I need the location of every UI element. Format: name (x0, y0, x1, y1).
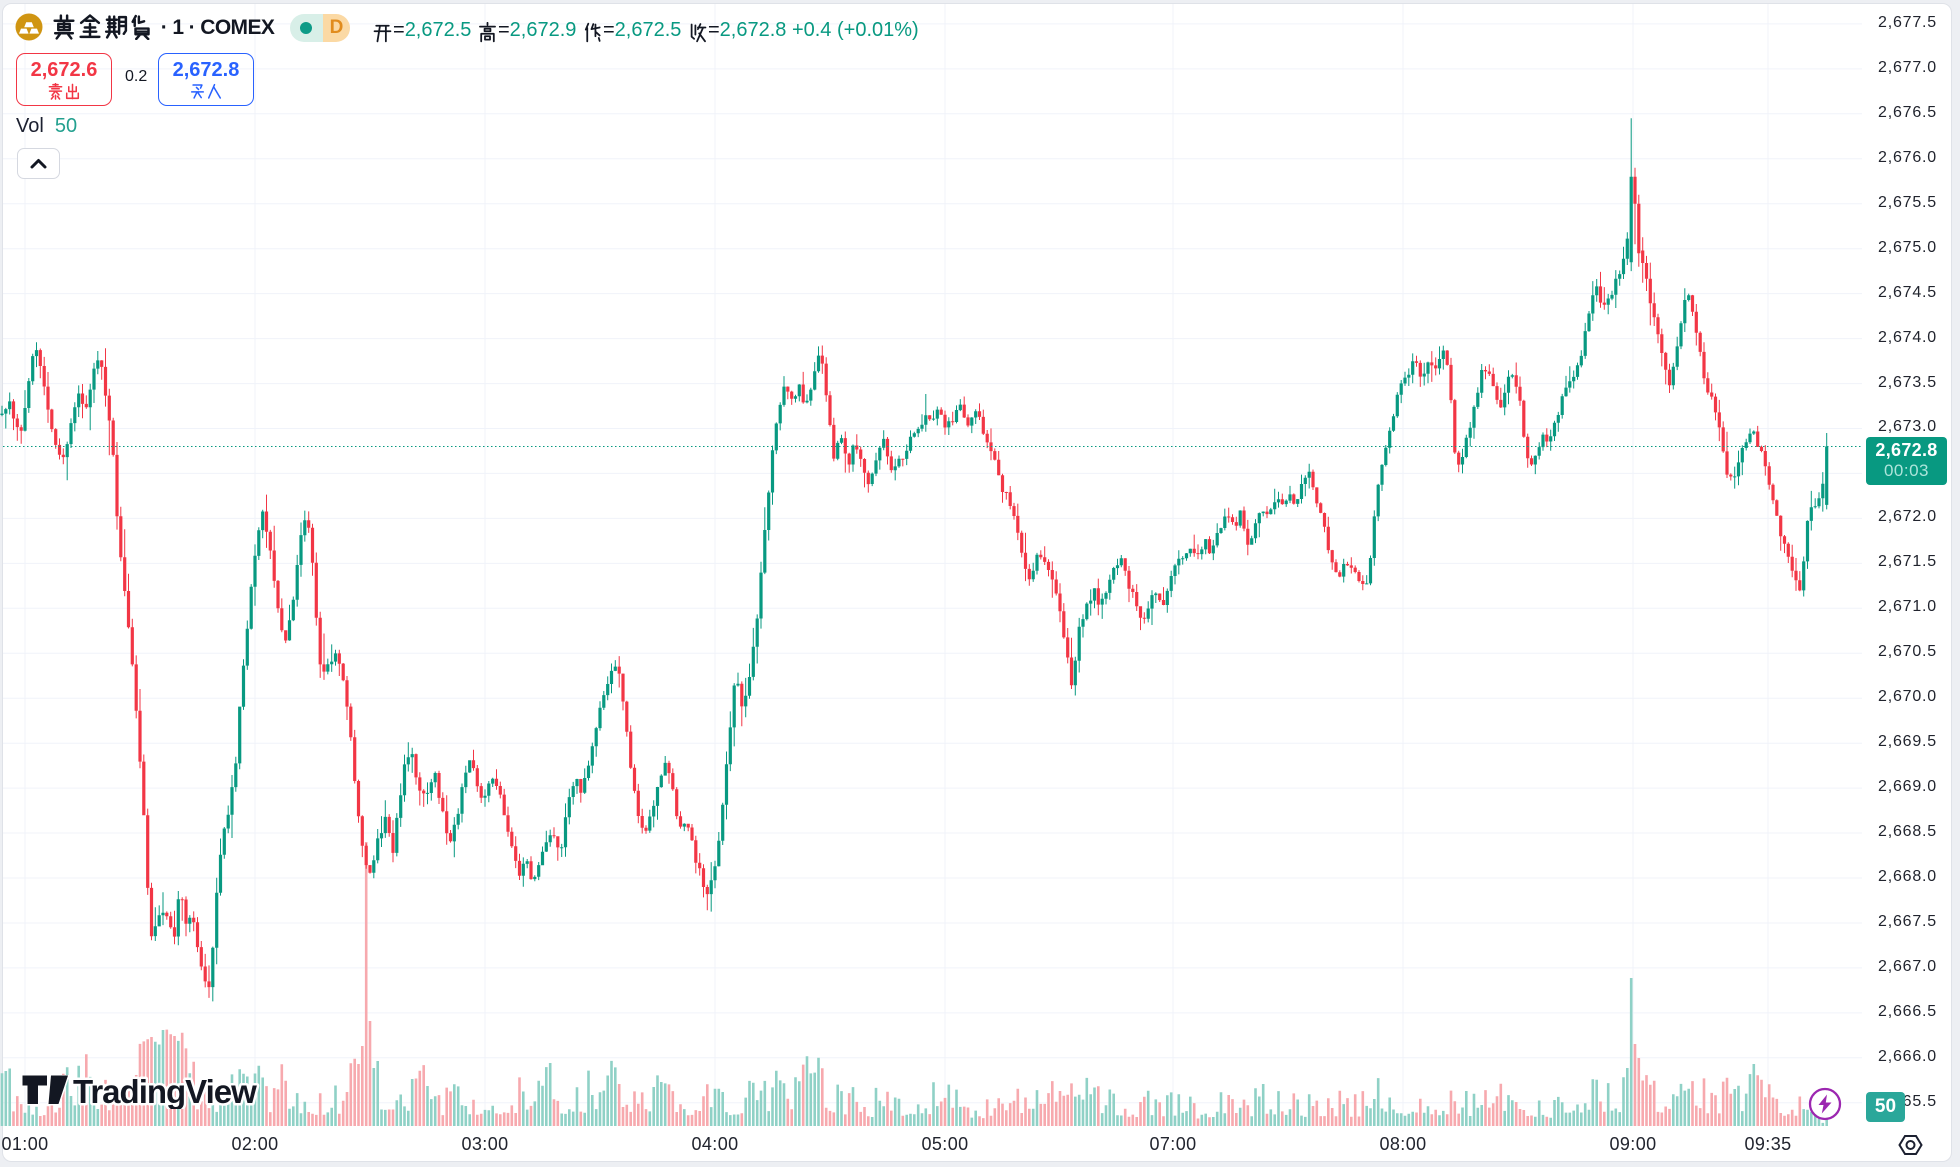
svg-text:TradingView: TradingView (73, 1075, 257, 1109)
